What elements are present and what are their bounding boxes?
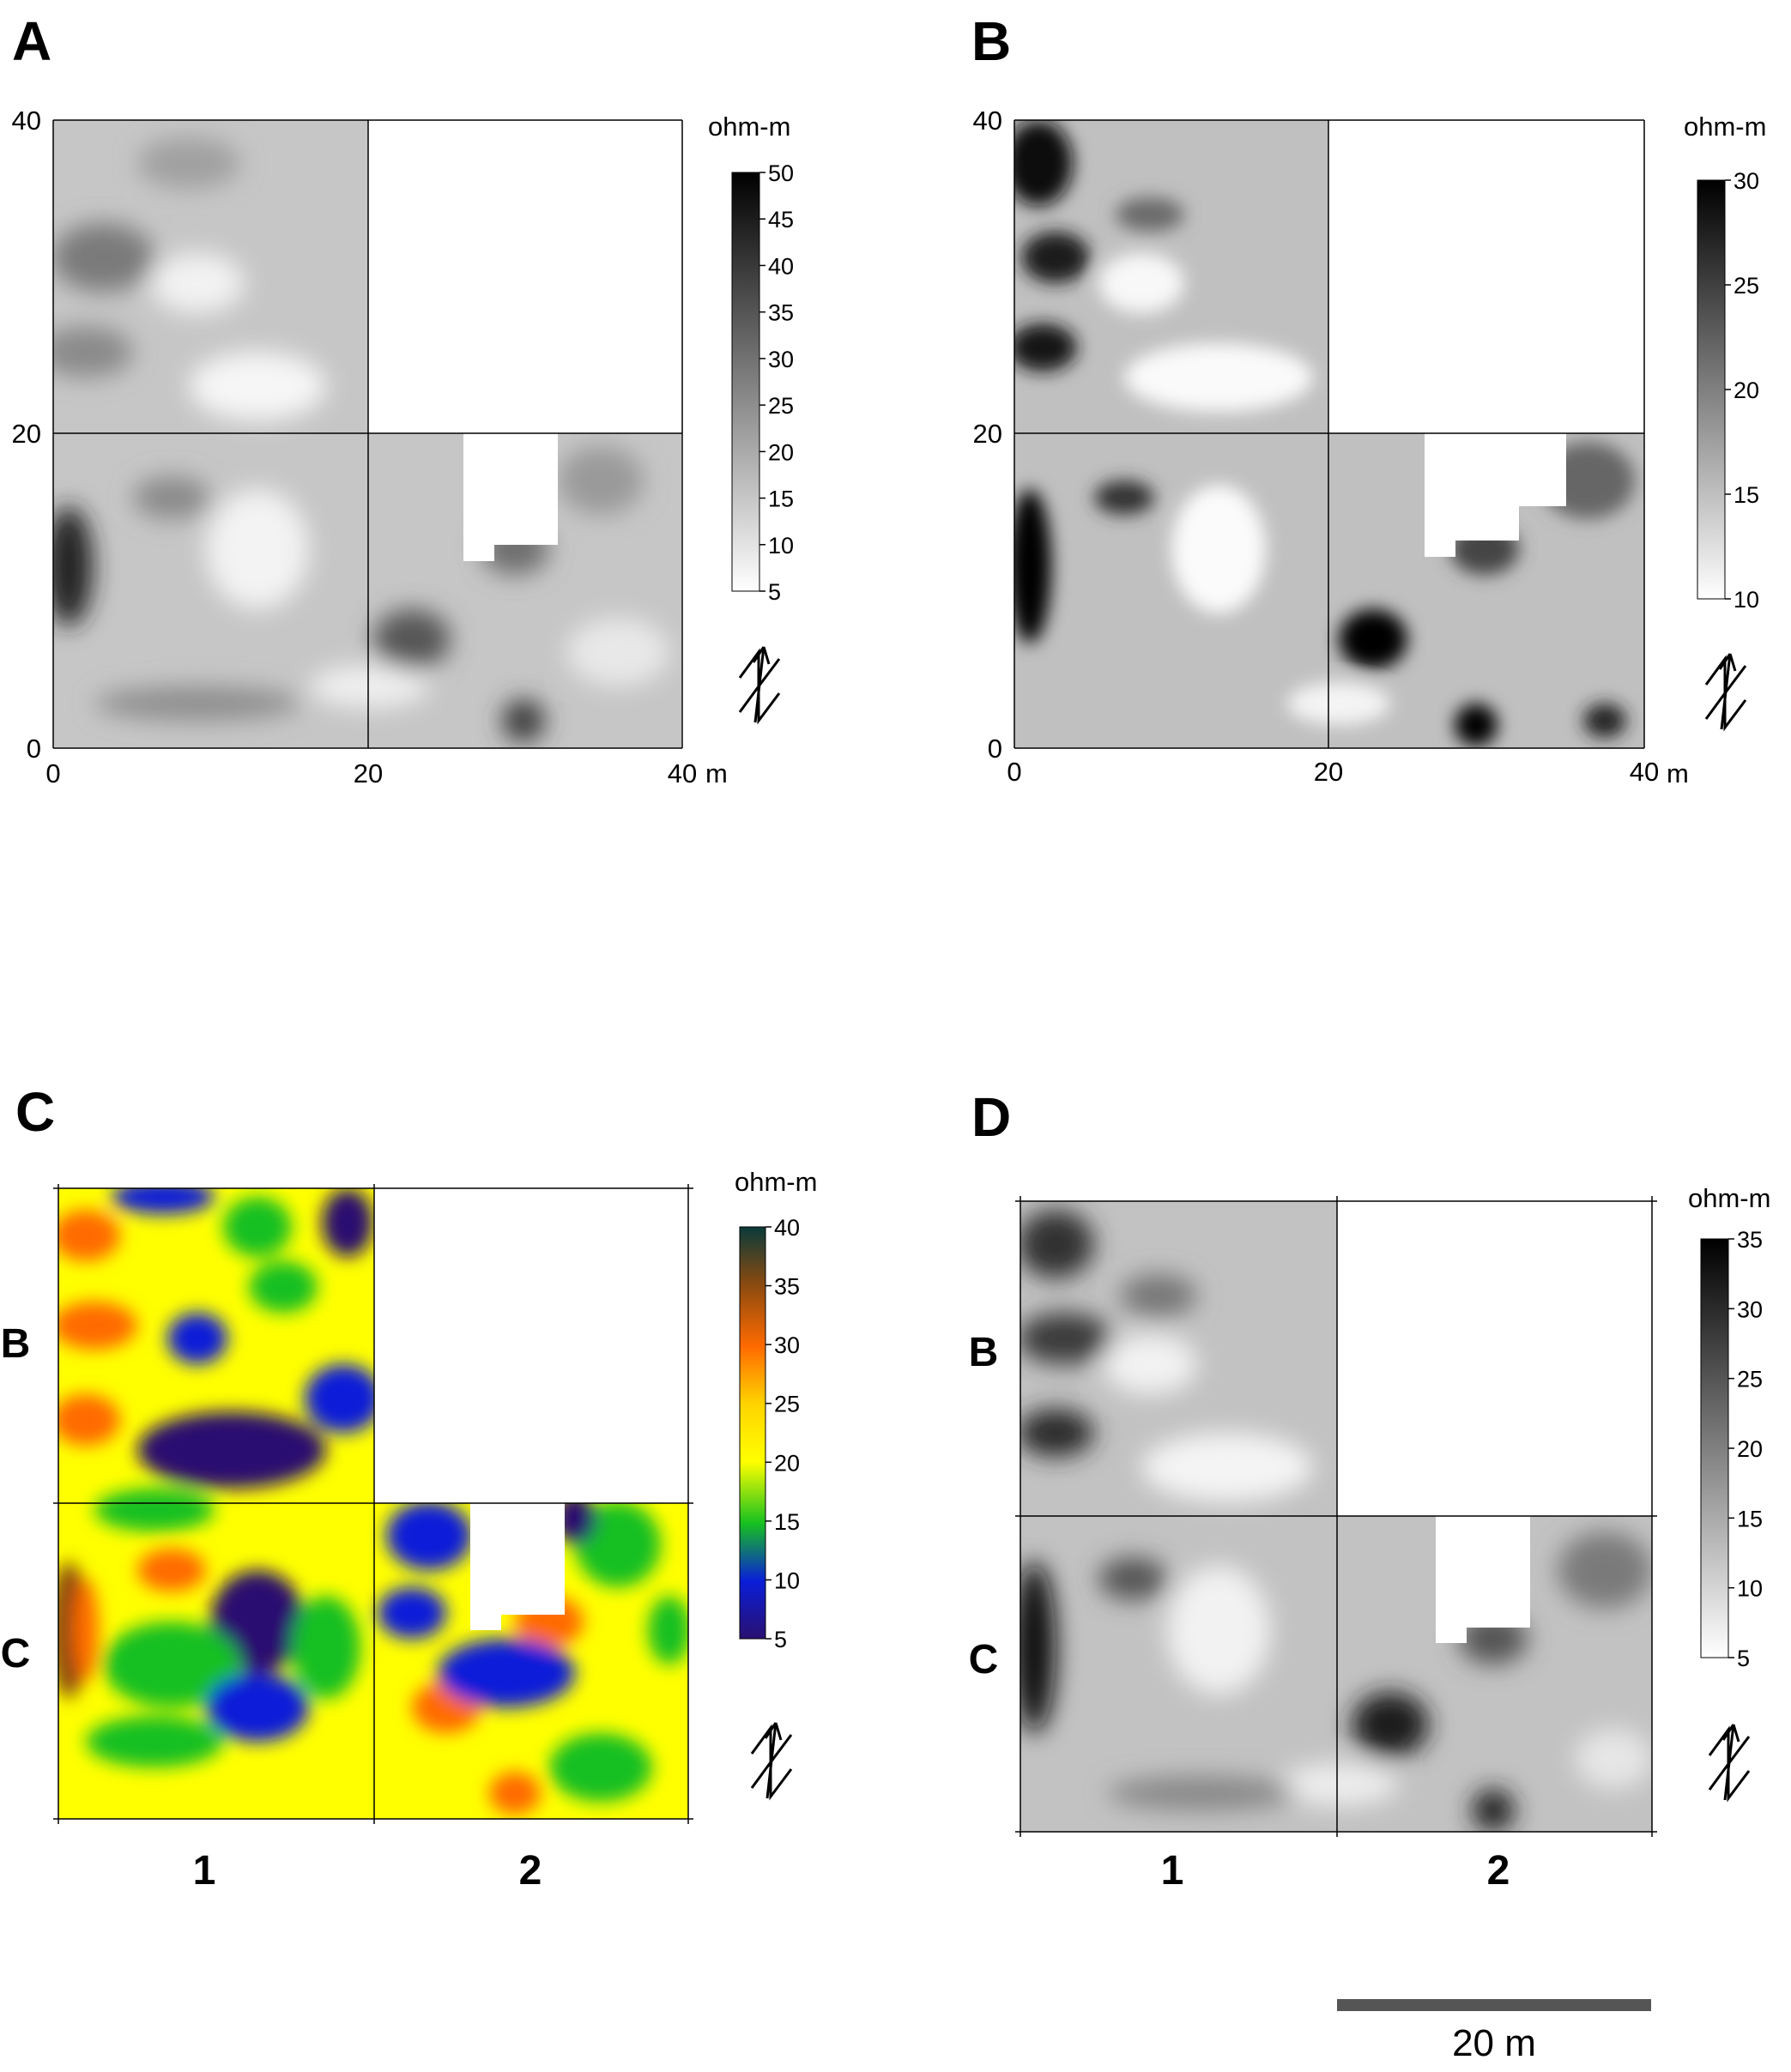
x-unit-label: m (705, 758, 728, 788)
grid-labels-d: B C 1 2 (969, 1330, 1510, 1894)
x-tick-label: 0 (45, 758, 60, 788)
colorbar-gradient (1700, 1238, 1729, 1658)
panel-a: A (12, 10, 795, 788)
grid-labels-c: B C 1 2 (1, 1321, 542, 1894)
colorbar-b: ohm-m 10 15 20 25 30 (1684, 112, 1766, 613)
column-label-2: 2 (1487, 1848, 1510, 1894)
colorbar-unit-label: ohm-m (1688, 1183, 1770, 1213)
colorbar-tick-label: 35 (774, 1274, 800, 1300)
colorbar-gradient (739, 1226, 766, 1640)
y-tick-label: 20 (12, 419, 41, 449)
panel-label-d: D (971, 1086, 1011, 1148)
colorbar-tick-label: 20 (774, 1450, 800, 1476)
colorbar-tick-label: 25 (768, 393, 794, 419)
colorbar-d: ohm-m 5 10 15 20 25 30 35 (1688, 1183, 1770, 1671)
panel-label-a: A (12, 10, 51, 72)
colorbar-tick-label: 45 (768, 207, 794, 233)
column-label-1: 1 (193, 1848, 216, 1894)
row-label-b: B (1, 1321, 31, 1367)
colorbar-tick-label: 20 (1734, 378, 1759, 403)
colorbar-tick-label: 20 (768, 439, 794, 465)
colorbar-tick-label: 25 (774, 1392, 800, 1417)
x-tick-label: 20 (1314, 757, 1343, 787)
colorbar-tick-label: 25 (1734, 273, 1759, 299)
colorbar-tick-label: 30 (768, 347, 794, 372)
colorbar-gradient (731, 172, 760, 592)
colorbar-tick-label: 10 (1737, 1576, 1763, 1602)
heatmap-b (1014, 120, 1644, 748)
north-arrow-a (738, 646, 781, 725)
colorbar-tick-label: 40 (774, 1215, 800, 1241)
axis-ticks-b: 40 20 0 0 20 40 m (973, 106, 1689, 788)
colorbar-unit-label: ohm-m (735, 1167, 817, 1197)
colorbar-tick-label: 25 (1737, 1367, 1763, 1392)
y-tick-label: 20 (973, 419, 1002, 449)
row-label-b: B (969, 1330, 999, 1375)
row-label-c: C (969, 1637, 999, 1682)
panel-d: D (969, 1086, 1771, 1894)
colorbar-ticks-c: 5 10 15 20 25 30 35 40 (765, 1215, 800, 1652)
colorbar-ticks-d: 5 10 15 20 25 30 35 (1728, 1227, 1763, 1671)
panel-c: C (1, 1081, 818, 1894)
colorbar-unit-label: ohm-m (708, 112, 790, 142)
x-tick-label: 20 (354, 758, 383, 788)
scale-bar-label: 20 m (1452, 2022, 1536, 2064)
colorbar-tick-label: 15 (774, 1509, 800, 1535)
heatmap-a (53, 120, 681, 748)
y-tick-label: 40 (973, 106, 1002, 136)
x-tick-label: 40 (1630, 757, 1659, 787)
colorbar-c: ohm-m 5 10 15 20 25 30 35 40 (735, 1167, 817, 1652)
colorbar-tick-label: 10 (1734, 587, 1759, 613)
y-tick-label: 0 (27, 734, 41, 764)
y-tick-label: 0 (988, 734, 1002, 764)
scale-bar: 20 m (1337, 1999, 1651, 2064)
colorbar-tick-label: 5 (774, 1627, 787, 1652)
column-label-2: 2 (519, 1848, 542, 1894)
grid-lines-b (1013, 119, 1645, 749)
panel-b: B (971, 10, 1766, 788)
north-arrow-d (1708, 1724, 1751, 1803)
colorbar-unit-label: ohm-m (1684, 112, 1766, 142)
colorbar-tick-label: 15 (1737, 1506, 1763, 1531)
colorbar-gradient (1697, 179, 1726, 600)
colorbar-a: ohm-m 5 10 15 20 25 30 35 40 45 50 (708, 112, 794, 605)
colorbar-tick-label: 15 (1734, 482, 1759, 508)
colorbar-tick-label: 10 (774, 1568, 800, 1593)
x-tick-label: 0 (1007, 757, 1021, 787)
colorbar-tick-label: 30 (774, 1332, 800, 1358)
grid-lines-c (53, 1184, 693, 1824)
column-label-1: 1 (1161, 1848, 1184, 1894)
colorbar-tick-label: 5 (1737, 1646, 1750, 1671)
colorbar-tick-label: 30 (1734, 168, 1759, 194)
grid-lines-a (52, 119, 683, 749)
axis-ticks-a: 40 20 0 0 20 40 m (12, 106, 728, 788)
colorbar-tick-label: 35 (1737, 1227, 1763, 1253)
panel-label-b: B (971, 10, 1011, 72)
heatmap-c (58, 1188, 688, 1819)
colorbar-tick-label: 40 (768, 253, 794, 279)
colorbar-tick-label: 50 (768, 160, 794, 186)
x-tick-label: 40 (668, 758, 697, 788)
colorbar-tick-label: 15 (768, 486, 794, 512)
colorbar-tick-label: 30 (1737, 1296, 1763, 1322)
colorbar-tick-label: 5 (768, 579, 781, 605)
colorbar-tick-label: 35 (768, 300, 794, 326)
panel-label-c: C (15, 1081, 55, 1143)
row-label-c: C (1, 1631, 31, 1676)
scale-bar-rect (1337, 1999, 1651, 2011)
colorbar-ticks-b: 10 15 20 25 30 (1725, 168, 1759, 613)
north-arrow-c (750, 1722, 793, 1801)
colorbar-tick-label: 10 (768, 533, 794, 559)
y-tick-label: 40 (12, 106, 41, 136)
north-arrow-b (1704, 653, 1747, 732)
colorbar-tick-label: 20 (1737, 1436, 1763, 1462)
colorbar-ticks-a: 5 10 15 20 25 30 35 40 45 50 (759, 160, 794, 605)
grid-lines-d (1015, 1196, 1657, 1837)
x-unit-label: m (1667, 758, 1689, 788)
